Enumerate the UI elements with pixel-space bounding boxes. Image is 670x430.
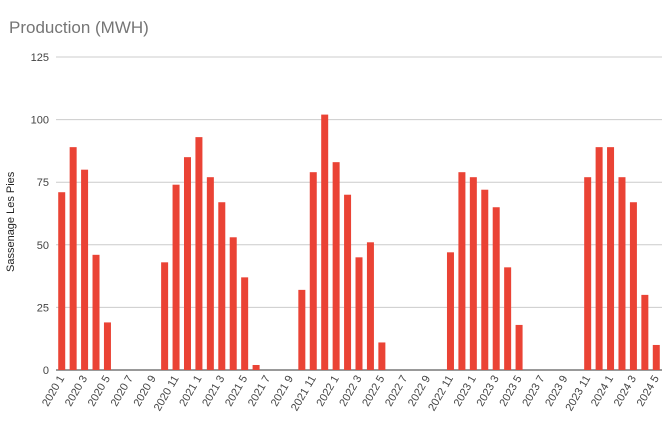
bar-2021-12 — [321, 114, 329, 370]
bar-2022-4 — [366, 242, 374, 370]
bar-2023-11 — [584, 177, 592, 370]
bar-2024-1 — [607, 147, 615, 370]
y-tick-label: 75 — [37, 177, 49, 189]
y-tick-label: 25 — [37, 302, 49, 314]
y-tick-label: 100 — [31, 115, 49, 127]
bar-2021-4 — [229, 237, 237, 370]
chart-title: Production (MWH) — [9, 18, 149, 37]
bar-2022-11 — [446, 252, 454, 370]
bar-2022-5 — [378, 342, 386, 370]
bar-2020-11 — [172, 184, 180, 370]
bar-2023-12 — [595, 147, 603, 370]
bar-2022-2 — [344, 194, 352, 370]
bar-2021-1 — [195, 137, 203, 370]
bar-2021-3 — [218, 202, 226, 370]
bar-2021-11 — [309, 172, 317, 370]
bar-2022-3 — [355, 257, 363, 370]
bar-2020-5 — [103, 322, 111, 370]
bar-2020-10 — [161, 262, 169, 370]
bar-2020-4 — [92, 254, 100, 370]
bar-2021-6 — [252, 364, 260, 370]
bar-2024-2 — [618, 177, 626, 370]
bar-2023-5 — [515, 324, 523, 370]
bar-2023-3 — [492, 207, 500, 370]
bar-2022-1 — [332, 162, 340, 370]
bar-2020-1 — [58, 192, 66, 370]
bar-2022-12 — [458, 172, 466, 370]
bar-2020-12 — [183, 157, 191, 370]
x-tick-label: 2024 5 — [635, 374, 662, 409]
bar-2023-4 — [504, 267, 512, 370]
bar-2021-5 — [241, 277, 249, 370]
bar-2021-2 — [206, 177, 214, 370]
y-tick-label: 50 — [37, 240, 49, 252]
bar-2020-2 — [69, 147, 77, 370]
bar-2024-4 — [641, 294, 649, 370]
bar-2023-2 — [481, 189, 489, 370]
y-tick-label: 125 — [31, 52, 49, 64]
y-tick-label: 0 — [43, 365, 49, 377]
bars — [58, 114, 660, 370]
bar-2023-1 — [469, 177, 477, 370]
bar-2021-10 — [298, 289, 306, 370]
bar-2020-3 — [81, 169, 89, 370]
bar-2024-3 — [629, 202, 637, 370]
bar-2024-5 — [652, 344, 660, 370]
y-axis-ticks: 0 25 50 75 100 125 — [31, 52, 49, 377]
